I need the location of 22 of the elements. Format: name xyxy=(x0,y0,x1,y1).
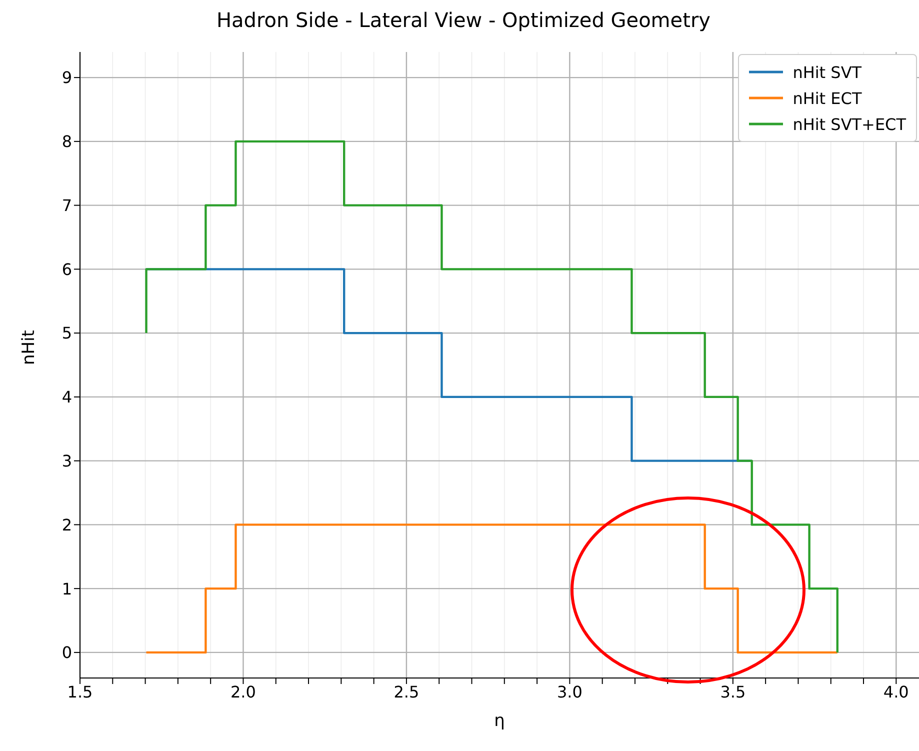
y-axis-title: nHit xyxy=(19,330,40,365)
y-tick-label: 5 xyxy=(62,324,72,343)
x-tick-label: 3.0 xyxy=(556,682,582,702)
chart-title: Hadron Side - Lateral View - Optimized Geometry xyxy=(215,8,712,32)
y-tick-label: 9 xyxy=(62,68,72,88)
y-tick-label: 2 xyxy=(62,515,72,534)
legend-label: nHit SVT+ECT xyxy=(792,114,906,134)
y-tick-label: 6 xyxy=(62,260,72,279)
x-tick-label: 2.5 xyxy=(394,682,420,702)
x-tick-label: 1.5 xyxy=(67,682,93,702)
y-tick-label: 4 xyxy=(62,388,72,407)
y-tick-label: 8 xyxy=(62,132,72,152)
legend-label: nHit SVT xyxy=(792,62,862,82)
y-tick-label: 3 xyxy=(62,451,72,470)
legend-label: nHit ECT xyxy=(792,88,862,108)
x-tick-label: 4.0 xyxy=(883,682,909,702)
y-tick-label: 1 xyxy=(62,579,72,598)
x-tick-label: 3.5 xyxy=(720,682,746,702)
x-axis-title: η xyxy=(494,711,505,731)
x-tick-label: 2.0 xyxy=(230,682,256,702)
y-tick-label: 0 xyxy=(62,643,72,662)
y-tick-label: 7 xyxy=(62,196,72,215)
